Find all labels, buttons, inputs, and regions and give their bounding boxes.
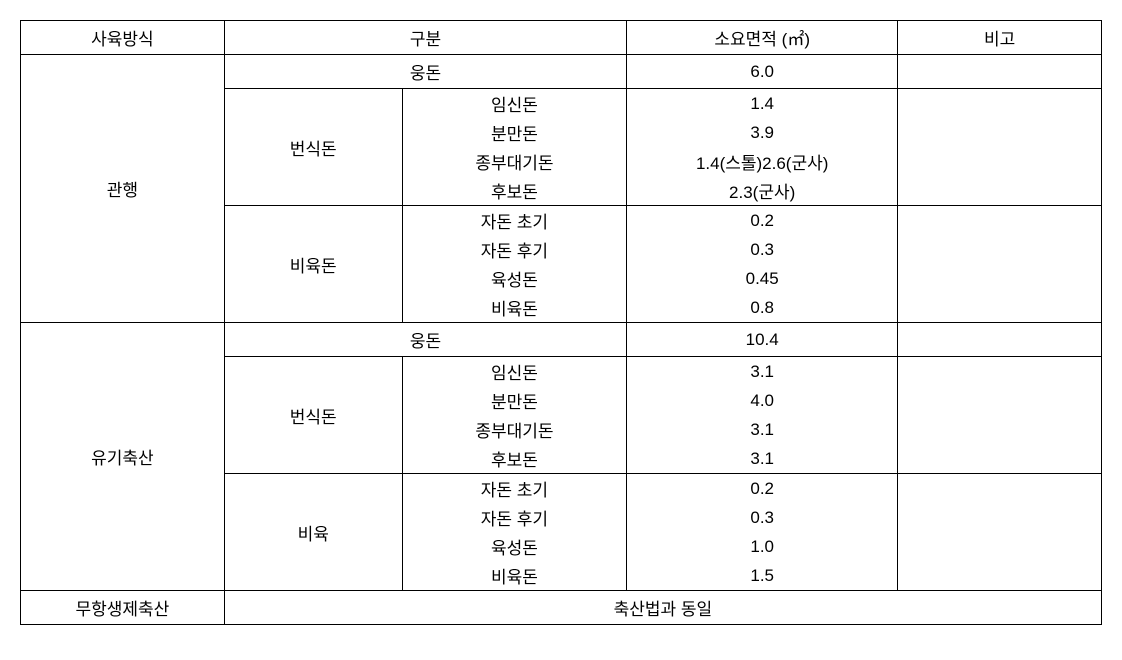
- note-cell: [898, 386, 1102, 415]
- cat-boar: 웅돈: [224, 323, 626, 357]
- subcat-farrowing: 분만돈: [402, 118, 626, 147]
- note-cell: [898, 55, 1102, 89]
- note-cell: [898, 118, 1102, 147]
- cat-fattening: 비육돈: [224, 206, 402, 323]
- note-cell: [898, 415, 1102, 444]
- table-row: 유기축산 웅돈 10.4: [21, 323, 1102, 357]
- note-cell: [898, 235, 1102, 264]
- value-cell: 2.3(군사): [627, 176, 898, 206]
- value-cell: 0.45: [627, 264, 898, 293]
- value-cell: 1.4: [627, 89, 898, 119]
- method-no-antibiotic: 무항생제축산: [21, 591, 225, 625]
- value-cell: 3.1: [627, 444, 898, 474]
- note-cell: [898, 264, 1102, 293]
- header-note: 비고: [898, 21, 1102, 55]
- cat-breeding: 번식돈: [224, 89, 402, 206]
- header-category: 구분: [224, 21, 626, 55]
- value-cell: 1.4(스톨)2.6(군사): [627, 147, 898, 176]
- value-cell: 3.9: [627, 118, 898, 147]
- header-row: 사육방식 구분 소요면적 (㎡) 비고: [21, 21, 1102, 55]
- subcat-pregnant: 임신돈: [402, 357, 626, 387]
- method-organic: 유기축산: [21, 323, 225, 591]
- value-cell: 0.3: [627, 235, 898, 264]
- value-cell: 4.0: [627, 386, 898, 415]
- subcat-piglet-early: 자돈 초기: [402, 206, 626, 236]
- note-cell: [898, 444, 1102, 474]
- method-conventional: 관행: [21, 55, 225, 323]
- subcat-piglet-late: 자돈 후기: [402, 503, 626, 532]
- table-row: 무항생제축산 축산법과 동일: [21, 591, 1102, 625]
- subcat-piglet-late: 자돈 후기: [402, 235, 626, 264]
- value-cell: 0.3: [627, 503, 898, 532]
- subcat-replacement: 후보돈: [402, 176, 626, 206]
- note-cell: [898, 293, 1102, 323]
- subcat-piglet-early: 자돈 초기: [402, 474, 626, 504]
- subcat-waiting: 종부대기돈: [402, 147, 626, 176]
- table-row: 관행 웅돈 6.0: [21, 55, 1102, 89]
- header-area: 소요면적 (㎡): [627, 21, 898, 55]
- note-cell: [898, 147, 1102, 176]
- subcat-growing: 육성돈: [402, 532, 626, 561]
- subcat-fattening: 비육돈: [402, 293, 626, 323]
- header-method: 사육방식: [21, 21, 225, 55]
- value-cell: 3.1: [627, 357, 898, 387]
- value-cell: 10.4: [627, 323, 898, 357]
- subcat-pregnant: 임신돈: [402, 89, 626, 119]
- value-cell: 0.2: [627, 206, 898, 236]
- livestock-area-table: 사육방식 구분 소요면적 (㎡) 비고 관행 웅돈 6.0 번식돈 임신돈 1.…: [20, 20, 1102, 625]
- note-cell: [898, 176, 1102, 206]
- note-cell: [898, 89, 1102, 119]
- value-cell: 1.5: [627, 561, 898, 591]
- note-cell: [898, 474, 1102, 504]
- note-cell: [898, 532, 1102, 561]
- value-cell: 1.0: [627, 532, 898, 561]
- subcat-growing: 육성돈: [402, 264, 626, 293]
- subcat-waiting: 종부대기돈: [402, 415, 626, 444]
- cat-breeding: 번식돈: [224, 357, 402, 474]
- subcat-replacement: 후보돈: [402, 444, 626, 474]
- footer-same-as: 축산법과 동일: [224, 591, 1101, 625]
- subcat-fattening: 비육돈: [402, 561, 626, 591]
- value-cell: 6.0: [627, 55, 898, 89]
- note-cell: [898, 323, 1102, 357]
- note-cell: [898, 357, 1102, 387]
- cat-fattening-short: 비육: [224, 474, 402, 591]
- value-cell: 3.1: [627, 415, 898, 444]
- cat-boar: 웅돈: [224, 55, 626, 89]
- subcat-farrowing: 분만돈: [402, 386, 626, 415]
- value-cell: 0.2: [627, 474, 898, 504]
- value-cell: 0.8: [627, 293, 898, 323]
- note-cell: [898, 206, 1102, 236]
- note-cell: [898, 503, 1102, 532]
- note-cell: [898, 561, 1102, 591]
